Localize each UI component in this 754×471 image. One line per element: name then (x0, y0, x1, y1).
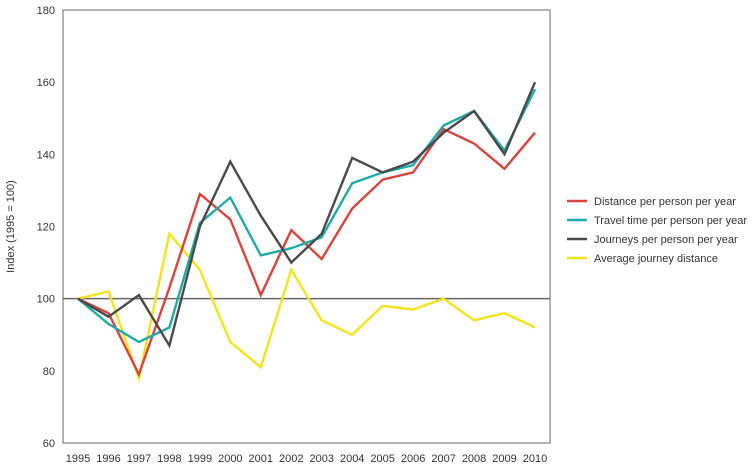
y-tick-label: 180 (37, 5, 55, 17)
x-tick-label: 2001 (249, 453, 273, 465)
x-tick-label: 1996 (96, 453, 120, 465)
series-line-4 (77, 231, 536, 383)
y-tick-label: 60 (43, 438, 55, 450)
series-line-1 (77, 127, 536, 378)
legend: Distance per person per year Travel time … (567, 196, 747, 265)
x-tick-label: 2002 (279, 453, 303, 465)
x-tick-label: 1999 (188, 453, 212, 465)
y-axis-ticks: 60 80 100 120 140 160 180 (37, 5, 55, 450)
plot-area (62, 9, 551, 444)
x-tick-label: 2006 (401, 453, 425, 465)
y-tick-label: 100 (37, 294, 55, 306)
series-line-3 (77, 81, 537, 349)
x-tick-label: 2004 (340, 453, 364, 465)
legend-label: Journeys per person per year (594, 234, 738, 246)
legend-label: Distance per person per year (594, 196, 736, 208)
x-axis-ticks: 1995 1996 1997 1998 1999 2000 2001 2002 2003 2004… (66, 453, 547, 465)
y-tick-label: 80 (43, 366, 55, 378)
x-tick-label: 2005 (370, 453, 394, 465)
legend-label: Travel time per person per year (594, 215, 747, 227)
x-tick-label: 2007 (431, 453, 455, 465)
legend-label: Average journey distance (594, 253, 718, 265)
series-line-2 (77, 88, 537, 344)
y-tick-label: 140 (37, 149, 55, 161)
plot-frame (62, 9, 551, 444)
x-tick-label: 2010 (523, 453, 547, 465)
y-tick-label: 160 (37, 77, 55, 89)
x-tick-label: 2008 (462, 453, 486, 465)
x-tick-label: 2009 (492, 453, 516, 465)
x-tick-label: 1997 (127, 453, 151, 465)
x-tick-label: 1998 (157, 453, 181, 465)
x-tick-label: 1995 (66, 453, 90, 465)
x-tick-label: 2003 (309, 453, 333, 465)
x-tick-label: 2000 (218, 453, 242, 465)
series-layer (77, 81, 537, 383)
y-axis-label: Index (1995 = 100) (5, 180, 17, 273)
y-tick-label: 120 (37, 222, 55, 234)
